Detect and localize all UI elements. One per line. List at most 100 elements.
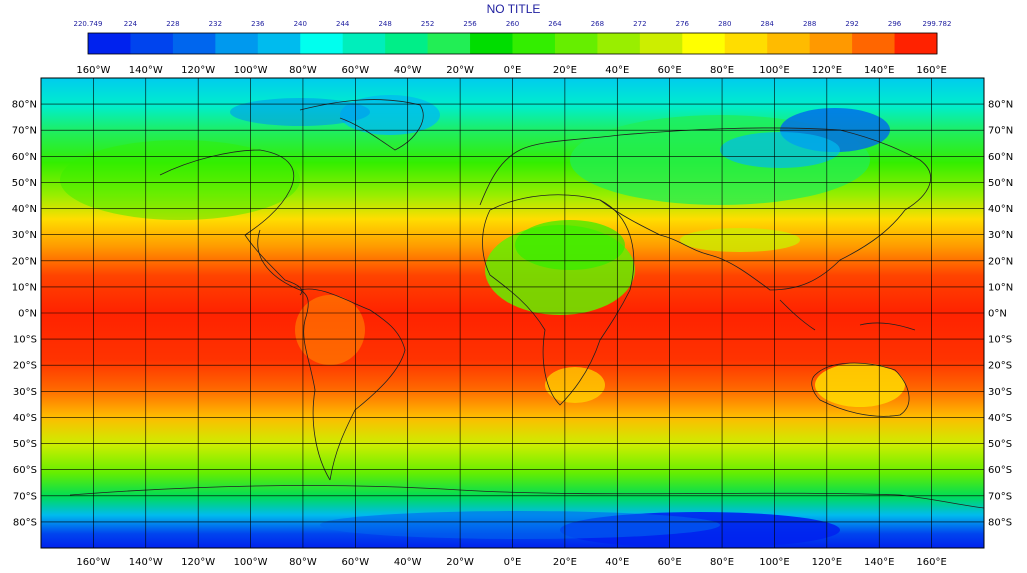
colorbar-tick-label: 296 (888, 20, 902, 28)
lon-label-top: 140°W (129, 65, 163, 76)
lon-label-top: 120°E (812, 65, 842, 76)
lat-label-right: 80°N (988, 100, 1013, 111)
lat-label-left: 80°S (13, 517, 37, 528)
lon-label-bottom: 160°E (916, 557, 946, 568)
lat-label-left: 10°S (13, 335, 37, 346)
colorbar-tick-label: 260 (506, 20, 519, 28)
colorbar-swatch (385, 33, 429, 54)
lon-label-bottom: 160°W (76, 557, 110, 568)
lon-label-bottom: 100°W (234, 557, 268, 568)
colorbar-tick-labels: 220.749 224 228 232 236 240 244 248 252 256 260 264… (74, 20, 952, 28)
lat-label-right: 50°S (988, 439, 1012, 450)
colorbar-tick-label: 268 (591, 20, 604, 28)
lat-label-left: 60°N (12, 152, 37, 163)
colorbar-tick-label: 224 (124, 20, 138, 28)
lat-label-right: 10°S (988, 335, 1012, 346)
lat-label-left: 50°N (12, 178, 37, 189)
graticule (41, 78, 984, 548)
lon-label-top: 40°W (394, 65, 422, 76)
colorbar-swatch (427, 33, 471, 54)
colorbar-swatch (852, 33, 896, 54)
colorbar-swatch (809, 33, 853, 54)
colorbar-tick-label: 276 (676, 20, 690, 28)
colorbar-swatch (894, 33, 938, 54)
lon-label-bottom: 40°E (605, 557, 629, 568)
lon-label-top: 160°E (916, 65, 946, 76)
colorbar-swatch (597, 33, 641, 54)
lon-label-bottom: 80°W (289, 557, 317, 568)
colorbar-swatch (215, 33, 259, 54)
colorbar-swatch (470, 33, 513, 54)
colorbar-tick-label: 220.749 (74, 20, 103, 28)
colorbar-swatch (512, 33, 556, 54)
lon-label-bottom: 60°E (658, 557, 682, 568)
lat-label-right: 0°N (988, 309, 1007, 320)
lat-label-left: 60°S (13, 465, 37, 476)
lon-label-top: 20°E (553, 65, 577, 76)
axis-labels: 160°W 160°W 140°W 140°W 120°W 120°W 100°W 100°W… (12, 65, 1013, 568)
colorbar-tick-label: 272 (633, 20, 646, 28)
lat-label-right: 70°N (988, 126, 1013, 137)
lat-label-left: 30°N (12, 230, 37, 241)
lat-label-left: 20°S (13, 361, 37, 372)
lon-label-top: 20°W (446, 65, 474, 76)
lat-label-left: 70°S (13, 491, 37, 502)
lon-label-top: 60°E (658, 65, 682, 76)
colorbar-tick-label: 248 (378, 20, 391, 28)
colorbar-swatch (257, 33, 301, 54)
colorbar-swatch (130, 33, 174, 54)
colorbar-swatch (639, 33, 683, 54)
lat-label-right: 30°N (988, 230, 1013, 241)
lat-label-left: 20°N (12, 256, 37, 267)
colorbar-swatches (87, 32, 938, 55)
lon-label-top: 100°E (759, 65, 789, 76)
lon-label-bottom: 100°E (759, 557, 789, 568)
colorbar-swatch (554, 33, 598, 54)
lat-label-left: 80°N (12, 100, 37, 111)
coastlines (69, 99, 984, 509)
lon-label-bottom: 120°W (181, 557, 215, 568)
colorbar-swatch (767, 33, 811, 54)
colorbar-swatch (342, 33, 386, 54)
lat-label-right: 10°N (988, 282, 1013, 293)
colorbar-tick-label: 236 (251, 20, 265, 28)
lon-label-top: 140°E (864, 65, 894, 76)
lon-label-top: 80°E (710, 65, 734, 76)
lat-label-left: 10°N (12, 282, 37, 293)
lon-label-bottom: 140°W (129, 557, 163, 568)
lat-label-right: 40°S (988, 413, 1012, 424)
lat-label-right: 20°N (988, 256, 1013, 267)
lon-label-top: 100°W (234, 65, 268, 76)
lon-label-bottom: 0°E (504, 557, 522, 568)
colorbar-tick-label: 232 (209, 20, 222, 28)
colorbar-tick-label: 292 (845, 20, 858, 28)
lat-label-left: 50°S (13, 439, 37, 450)
lat-label-right: 70°S (988, 491, 1012, 502)
lon-label-top: 160°W (76, 65, 110, 76)
lat-label-left: 30°S (13, 387, 37, 398)
lat-label-left: 40°S (13, 413, 37, 424)
lon-label-top: 40°E (605, 65, 629, 76)
lon-label-top: 60°W (342, 65, 370, 76)
lon-label-top: 0°E (504, 65, 522, 76)
lat-label-right: 20°S (988, 361, 1012, 372)
lat-label-right: 50°N (988, 178, 1013, 189)
colorbar-tick-label: 284 (761, 20, 775, 28)
lat-label-right: 30°S (988, 387, 1012, 398)
colorbar-tick-label: 252 (421, 20, 434, 28)
lon-label-bottom: 20°W (446, 557, 474, 568)
lon-label-bottom: 120°E (812, 557, 842, 568)
lon-label-bottom: 140°E (864, 557, 894, 568)
lat-label-left: 40°N (12, 204, 37, 215)
colorbar-tick-label: 299.782 (923, 20, 952, 28)
colorbar-tick-label: 244 (336, 20, 350, 28)
lat-label-left: 0°N (18, 309, 37, 320)
lat-label-left: 70°N (12, 126, 37, 137)
lat-label-right: 60°N (988, 152, 1013, 163)
colorbar-swatch (300, 33, 344, 54)
colorbar-tick-label: 264 (548, 20, 562, 28)
colorbar-swatch (172, 33, 216, 54)
colorbar-swatch (88, 33, 131, 54)
colorbar-swatch (682, 33, 726, 54)
